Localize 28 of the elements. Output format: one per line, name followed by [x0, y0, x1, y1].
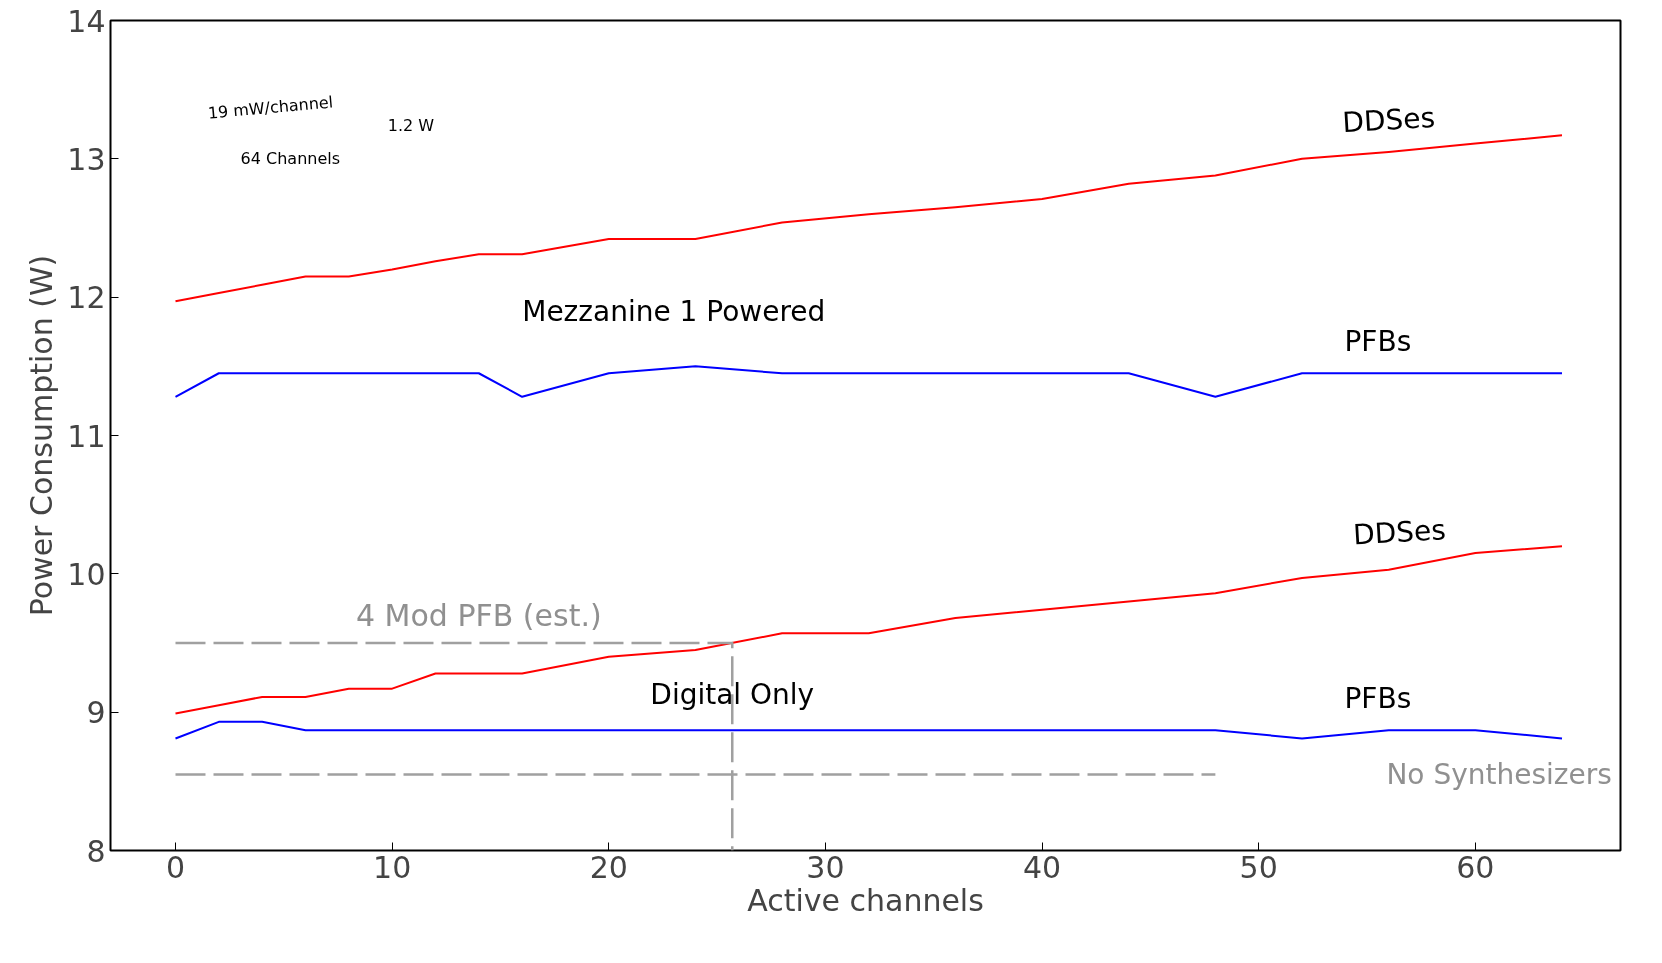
x-axis-title: Active channels — [747, 882, 984, 918]
y-tick-label: 8 — [86, 833, 106, 869]
y-tick-label: 11 — [67, 418, 106, 454]
annotation: 4 Mod PFB (est.) — [355, 597, 602, 633]
annotation: 64 Channels — [240, 149, 341, 169]
x-tick-label: 60 — [1456, 849, 1495, 885]
annotation: DDSes — [1341, 100, 1436, 140]
line-series — [174, 545, 1564, 715]
x-tick-label: 10 — [373, 849, 412, 885]
annotation: Digital Only — [650, 677, 815, 711]
annotation: PFBs — [1344, 324, 1412, 358]
x-tick-label: 50 — [1239, 849, 1278, 885]
y-tick-label: 9 — [86, 695, 106, 731]
y-axis-title: Power Consumption (W) — [24, 254, 60, 617]
x-tick-label: 30 — [806, 849, 845, 885]
y-tick-label: 13 — [67, 141, 106, 177]
annotation: No Synthesizers — [1386, 757, 1612, 791]
y-tick-label: 14 — [67, 3, 106, 39]
x-tick-label: 40 — [1022, 849, 1062, 885]
annotation: 1.2 W — [387, 116, 435, 136]
y-tick-label: 10 — [67, 556, 106, 592]
x-tick-label: 20 — [589, 849, 628, 885]
annotation: 19 mW/channel — [207, 92, 334, 123]
annotation: Mezzanine 1 Powered — [522, 294, 826, 328]
y-tick-label: 12 — [67, 280, 106, 316]
annotation: PFBs — [1344, 681, 1412, 715]
annotation: DDSes — [1352, 513, 1447, 552]
x-tick-label: 0 — [165, 849, 186, 885]
